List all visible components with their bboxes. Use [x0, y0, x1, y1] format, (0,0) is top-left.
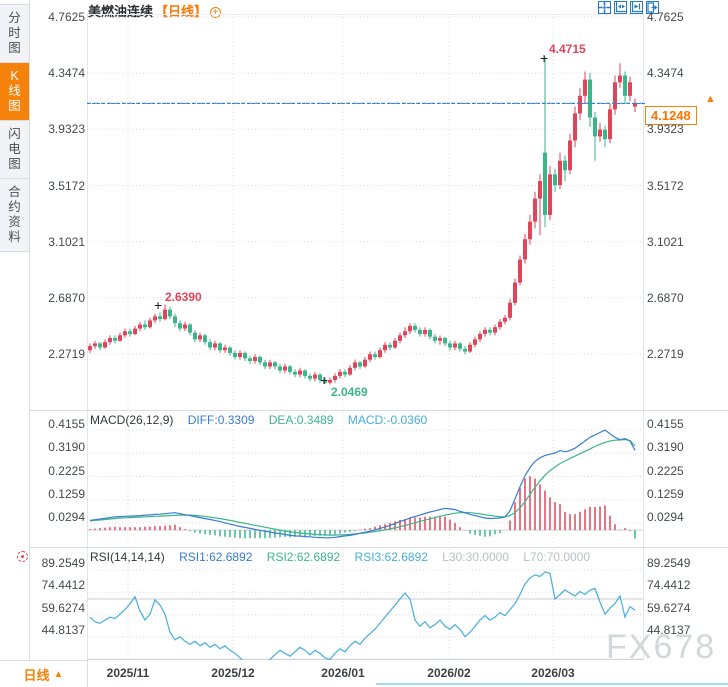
price-axis-tick-left: 3.1021 [48, 235, 85, 249]
sidebar-item-tick-chart[interactable]: 闪电图 [0, 121, 29, 179]
sidebar-item-contract-info[interactable]: 合约资料 [0, 179, 29, 252]
macd-axis-tick-left: 0.3190 [48, 440, 85, 454]
swing-high-plus-marker: + [154, 297, 163, 313]
rsi-l30-value: L30:30.0000 [442, 550, 509, 564]
low-price-annotation: 2.0469 [331, 385, 368, 399]
high-plus-marker: + [540, 50, 549, 66]
last-price-dashed-line [87, 103, 645, 104]
macd-pane-separator [30, 410, 728, 411]
rsi-name-label: RSI(14,14,14) [90, 550, 165, 564]
macd-diff-value: DIFF:0.3309 [187, 413, 255, 427]
price-axis-tick-right: 4.7625 [647, 10, 684, 24]
scrollbar-track[interactable] [376, 683, 728, 685]
sidebar-item-kline-chart[interactable]: K线图 [0, 63, 29, 121]
rsi-axis-tick-left: 59.6274 [41, 601, 85, 615]
price-axis-tick-left: 3.9323 [48, 122, 85, 136]
period-arrow-icon: ▲ [53, 668, 64, 680]
macd-axis-tick-left: 0.4155 [48, 417, 85, 431]
rsi1-value: RSI1:62.6892 [179, 550, 253, 564]
high-price-annotation: 4.4715 [549, 42, 586, 56]
add-indicator-icon[interactable]: + [210, 7, 222, 19]
sidebar-item-minute-chart[interactable]: 分时图 [0, 4, 29, 63]
price-axis-tick-right: 3.5172 [647, 179, 684, 193]
macd-name-label: MACD(26,12,9) [90, 413, 174, 427]
crosshair-icon[interactable] [598, 1, 611, 14]
macd-label-row: MACD(26,12,9) DIFF:0.3309 DEA:0.3489 MAC… [90, 413, 438, 427]
x-axis-label: 2026/01 [321, 666, 365, 680]
rsi-axis-tick-right: 89.2549 [647, 556, 691, 570]
macd-axis-tick-left: 0.1259 [48, 487, 85, 501]
rsi-pane-separator [30, 547, 728, 548]
macd-axis-tick-right: 0.0294 [647, 510, 684, 524]
price-axis-tick-right: 2.6870 [647, 291, 684, 305]
price-axis-tick-left: 2.2719 [48, 347, 85, 361]
low-plus-marker: + [320, 372, 329, 388]
rsi-axis-tick-left: 74.4412 [41, 578, 85, 592]
axis-expand-icon[interactable] [630, 1, 643, 14]
x-axis-label: 2025/11 [106, 666, 150, 680]
fx678-watermark: FX678 [606, 628, 717, 666]
macd-axis-tick-left: 0.0294 [48, 510, 85, 524]
price-axis-tick-right: 2.2719 [647, 347, 684, 361]
price-axis-tick-left: 4.3474 [48, 66, 85, 80]
price-axis-tick-right: 3.9323 [647, 122, 684, 136]
price-axis-tick-left: 4.7625 [48, 10, 85, 24]
bottom-bar: 日线 ▲ 2025/11 2025/12 2026/01 2026/02 2026/03 [0, 660, 728, 687]
last-price-tag: 4.1248 [645, 106, 697, 125]
macd-axis-tick-right: 0.3190 [647, 440, 684, 454]
rsi-axis-tick-right: 74.4412 [647, 578, 691, 592]
rsi-settings-icon[interactable] [17, 551, 28, 562]
pan-to-latest-icon[interactable] [646, 1, 659, 14]
rsi-axis-tick-left: 89.2549 [41, 556, 85, 570]
price-axis-tick-right: 3.1021 [647, 235, 684, 249]
rsi3-value: RSI3:62.6892 [354, 550, 428, 564]
macd-dea-value: DEA:0.3489 [268, 413, 334, 427]
period-label: 日线 [23, 667, 50, 683]
plot-left-border [87, 14, 88, 660]
chart-header: 美燃油连续 【日线】 + [88, 1, 222, 19]
plot-top-border [87, 14, 644, 15]
macd-axis-tick-right: 0.1259 [647, 487, 684, 501]
macd-axis-tick-right: 0.2225 [647, 464, 684, 478]
chart-toolbar [598, 1, 659, 14]
macd-axis-tick-right: 0.4155 [647, 417, 684, 431]
rsi-label-row: RSI(14,14,14) RSI1:62.6892 RSI2:62.6892 … [90, 550, 601, 564]
sidebar: 分时图 K线图 闪电图 合约资料 [0, 0, 30, 660]
rsi2-value: RSI2:62.6892 [266, 550, 341, 564]
period-selector[interactable]: 日线 ▲ [0, 660, 88, 687]
macd-chart-canvas[interactable] [87, 412, 643, 550]
x-axis-label: 2026/03 [531, 666, 575, 680]
price-chart-canvas[interactable] [87, 14, 643, 415]
macd-axis-tick-left: 0.2225 [48, 464, 85, 478]
x-axis-label: 2025/12 [211, 666, 255, 680]
axis-compress-icon[interactable] [614, 1, 627, 14]
macd-hist-value: MACD:-0.0360 [347, 413, 428, 427]
rsi-l70-value: L70:70.0000 [523, 550, 591, 564]
rsi-axis-tick-left: 44.8137 [41, 623, 85, 637]
x-axis-label: 2026/02 [427, 666, 471, 680]
rsi-axis-tick-right: 59.6274 [647, 601, 691, 615]
rsi-axis-tick-right: 44.8137 [647, 623, 691, 637]
price-up-triangle-icon: ▲ [705, 93, 716, 105]
instrument-title: 美燃油连续 [88, 4, 154, 19]
period-tag[interactable]: 【日线】 [155, 4, 208, 19]
price-axis-tick-left: 2.6870 [48, 291, 85, 305]
swing-high-annotation: 2.6390 [165, 290, 202, 304]
rsi-chart-canvas[interactable] [87, 549, 643, 668]
price-axis-tick-right: 4.3474 [647, 66, 684, 80]
price-axis-tick-left: 3.5172 [48, 179, 85, 193]
plot-right-border [643, 14, 644, 660]
